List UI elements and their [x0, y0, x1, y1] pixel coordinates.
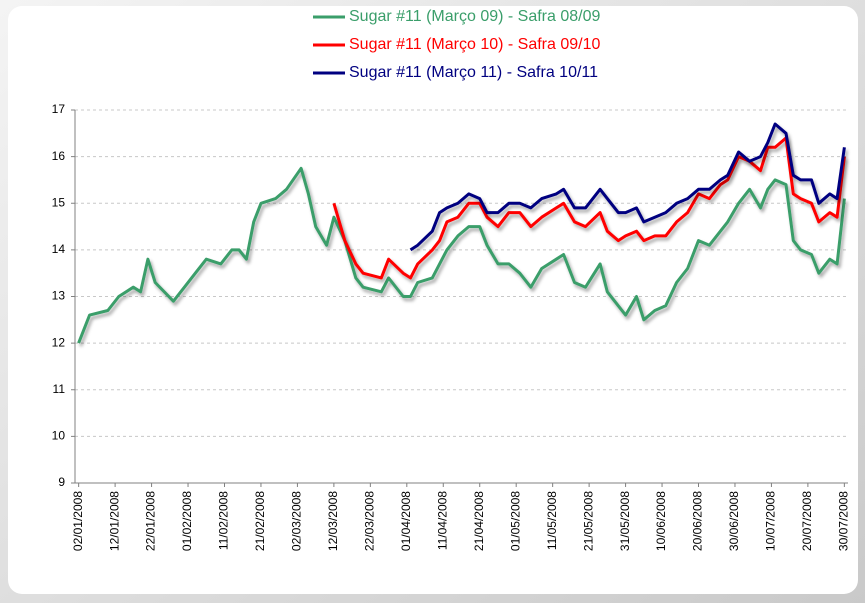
x-tick-label: 30/06/2008	[727, 491, 741, 551]
x-tick-label: 01/05/2008	[508, 491, 522, 551]
y-tick-label: 13	[52, 289, 66, 303]
x-tick-label: 11/02/2008	[217, 491, 231, 550]
series-line	[409, 122, 846, 252]
x-tick-label: 21/04/2008	[472, 491, 486, 551]
x-tick-label: 02/03/2008	[290, 491, 304, 551]
x-tick-label: 22/01/2008	[144, 491, 158, 551]
y-tick-label: 14	[52, 242, 66, 256]
x-tick-label: 30/07/2008	[837, 491, 851, 551]
x-tick-label: 12/03/2008	[326, 491, 340, 551]
legend-label: Sugar #11 (Março 11) - Safra 10/11	[349, 64, 598, 81]
x-tick-label: 21/05/2008	[581, 491, 595, 551]
x-tick-label: 11/04/2008	[435, 491, 449, 550]
y-tick-label: 17	[52, 102, 66, 116]
x-tick-label: 01/02/2008	[180, 491, 194, 551]
series-line	[77, 166, 846, 344]
x-tick-label: 22/03/2008	[363, 491, 377, 551]
x-tick-label: 21/02/2008	[253, 491, 267, 551]
x-tick-label: 10/06/2008	[654, 491, 668, 551]
y-tick-label: 9	[58, 475, 65, 489]
chart-panel	[8, 6, 858, 594]
x-tick-label: 31/05/2008	[618, 491, 632, 551]
y-tick-label: 10	[52, 429, 66, 443]
x-tick-label: 12/01/2008	[107, 491, 121, 551]
x-tick-label: 20/07/2008	[800, 491, 814, 551]
x-tick-label: 11/05/2008	[545, 491, 559, 550]
x-tick-label: 20/06/2008	[691, 491, 705, 551]
y-tick-label: 16	[52, 149, 66, 163]
x-tick-label: 10/07/2008	[764, 491, 778, 551]
plot-area: 9 10 11 12 13 14 15 16 17 02/01/2008 12/01/2008 22/…	[52, 102, 851, 551]
legend-label: Sugar #11 (Março 10) - Safra 09/10	[349, 36, 600, 53]
y-tick-label: 11	[53, 382, 66, 396]
y-tick-label: 15	[52, 195, 66, 209]
legend-label: Sugar #11 (Março 09) - Safra 08/09	[349, 8, 600, 25]
x-tick-label: 02/01/2008	[71, 491, 85, 551]
y-tick-label: 12	[52, 335, 66, 349]
series-line	[332, 136, 846, 280]
x-tick-label: 01/04/2008	[399, 491, 413, 551]
